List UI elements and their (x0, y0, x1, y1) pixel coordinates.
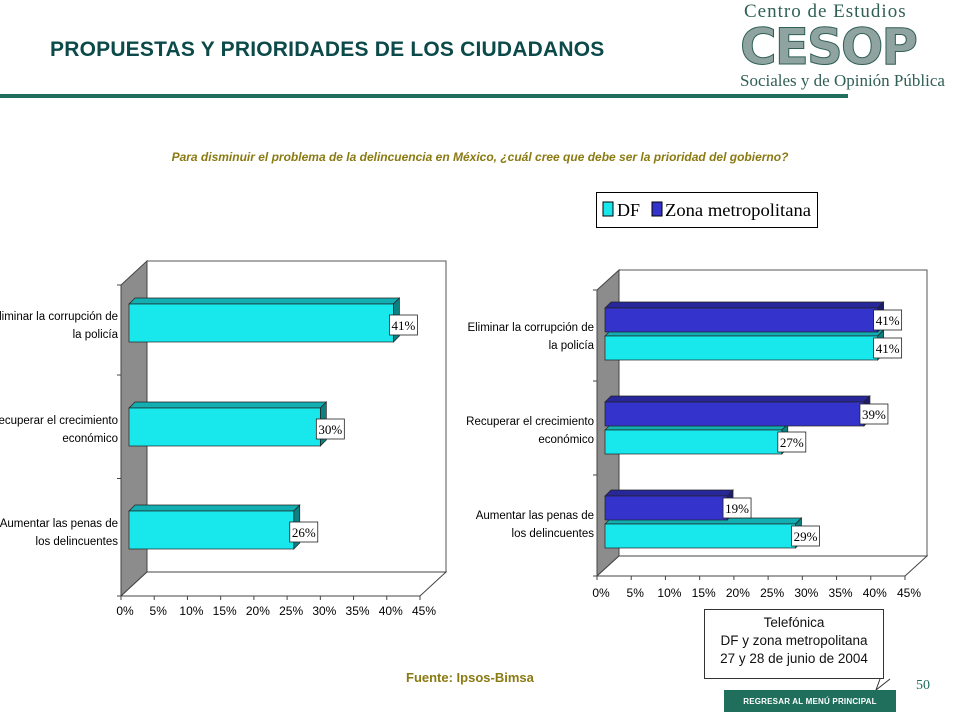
data-label-box (289, 521, 319, 543)
bar (604, 401, 865, 427)
page-title: PROPUESTAS Y PRIORIDADES DE LOS CIUDADAN… (50, 38, 605, 61)
bar (128, 510, 295, 550)
x-tick-label: 45% (897, 586, 921, 600)
category-label: los delincuentes (36, 536, 119, 548)
x-tick-label: 25% (279, 604, 303, 618)
data-label: 29% (794, 529, 818, 544)
category-label: los delincuentes (512, 528, 595, 540)
x-tick-label: 30% (794, 586, 818, 600)
callout-line3: 27 y 28 de junio de 2004 (720, 651, 868, 666)
category-label: la policía (549, 340, 595, 352)
back-to-menu-button[interactable]: REGRESAR AL MENÚ PRINCIPAL (724, 690, 896, 712)
bar-top (604, 489, 734, 497)
data-label: 19% (725, 501, 749, 516)
bar-chart-1: 0% 5% 10% 15% 20% 25% 30% 35% 40% 45% Eliminar la … (0, 259, 448, 618)
bar (128, 303, 394, 343)
x-tick-label: 35% (346, 604, 370, 618)
x-tick-label: 15% (692, 586, 716, 600)
bar (604, 495, 728, 521)
source-note: Fuente: Ipsos-Bimsa (406, 670, 534, 685)
bar (604, 335, 878, 361)
data-label: 41% (876, 341, 900, 356)
category-label: Recuperar el crecimiento (0, 415, 118, 427)
header-rule (0, 94, 848, 98)
legend-label-df: DF (617, 200, 640, 220)
category-label: la policía (73, 329, 119, 341)
bar (604, 307, 878, 333)
data-label-box (791, 525, 820, 547)
data-label-box (777, 431, 807, 453)
x-tick-label: 5% (150, 604, 168, 618)
x-tick-label: 45% (412, 604, 436, 618)
chart-floor (595, 555, 929, 577)
data-label: 41% (392, 318, 416, 333)
x-tick-label: 5% (627, 586, 645, 600)
x-tick-label: 10% (657, 586, 681, 600)
x-tick-label: 35% (829, 586, 853, 600)
legend-label-zona: Zona metropolitana (665, 200, 811, 220)
data-label-box (873, 309, 903, 331)
x-tick-label: 40% (379, 604, 403, 618)
bar (604, 429, 783, 455)
category-label: Recuperar el crecimiento (466, 416, 594, 428)
data-label: 27% (780, 435, 804, 450)
x-tick-label: 20% (726, 586, 750, 600)
page-number: 50 (916, 678, 930, 693)
data-label: 39% (862, 407, 886, 422)
data-label: 26% (292, 525, 316, 540)
x-tick-label: 25% (760, 586, 784, 600)
x-tick-label: 20% (246, 604, 270, 618)
bar-top (128, 297, 401, 305)
callout-line1: Telefónica (763, 615, 825, 630)
bar-top (128, 504, 301, 512)
callout-tail (874, 678, 891, 692)
data-label-box (873, 337, 903, 359)
callout-line2: DF y zona metropolitana (720, 633, 868, 648)
bar (604, 523, 796, 549)
x-tick-label: 15% (213, 604, 237, 618)
category-label: Eliminar la corrupción de (467, 322, 594, 334)
data-label-box (315, 418, 345, 440)
chart-legend: DF Zona metropolitana (596, 192, 818, 228)
category-label: Eliminar la corrupción de (0, 311, 118, 323)
bar-top (604, 395, 871, 403)
data-label-box (722, 497, 752, 519)
data-label-box (859, 403, 889, 425)
category-label: económico (62, 433, 118, 445)
bar-chart-2: 0% 5% 10% 15% 20% 25% 30% 35% 40% 45% Eliminar la … (466, 268, 929, 600)
cesop-logo: Centro de Estudios CESOP Sociales y de O… (740, 1, 946, 90)
survey-question: Para disminuir el problema de la delincu… (171, 150, 789, 164)
survey-callout: Telefónica DF y zona metropolitana 27 y … (704, 609, 884, 679)
category-label: Aumentar las penas de (476, 510, 594, 522)
bar-top (604, 301, 885, 309)
x-tick-label: 10% (179, 604, 203, 618)
x-tick-label: 30% (312, 604, 336, 618)
chart-floor (119, 571, 448, 597)
legend-swatch-zona (651, 201, 663, 217)
x-tick-label: 0% (592, 586, 610, 600)
bar (128, 407, 321, 447)
category-label: Aumentar las penas de (0, 518, 118, 530)
data-label: 30% (318, 422, 342, 437)
x-tick-label: 40% (863, 586, 887, 600)
logo-acronym: CESOP (740, 18, 916, 76)
legend-swatch-df (602, 201, 614, 217)
logo-line1: Centro de Estudios (744, 1, 907, 22)
bar-top (128, 401, 328, 409)
data-label-box (389, 314, 418, 336)
category-label: económico (538, 434, 594, 446)
data-label: 41% (876, 313, 900, 328)
x-tick-label: 0% (116, 604, 134, 618)
logo-line2: Sociales y de Opinión Pública (740, 71, 945, 90)
